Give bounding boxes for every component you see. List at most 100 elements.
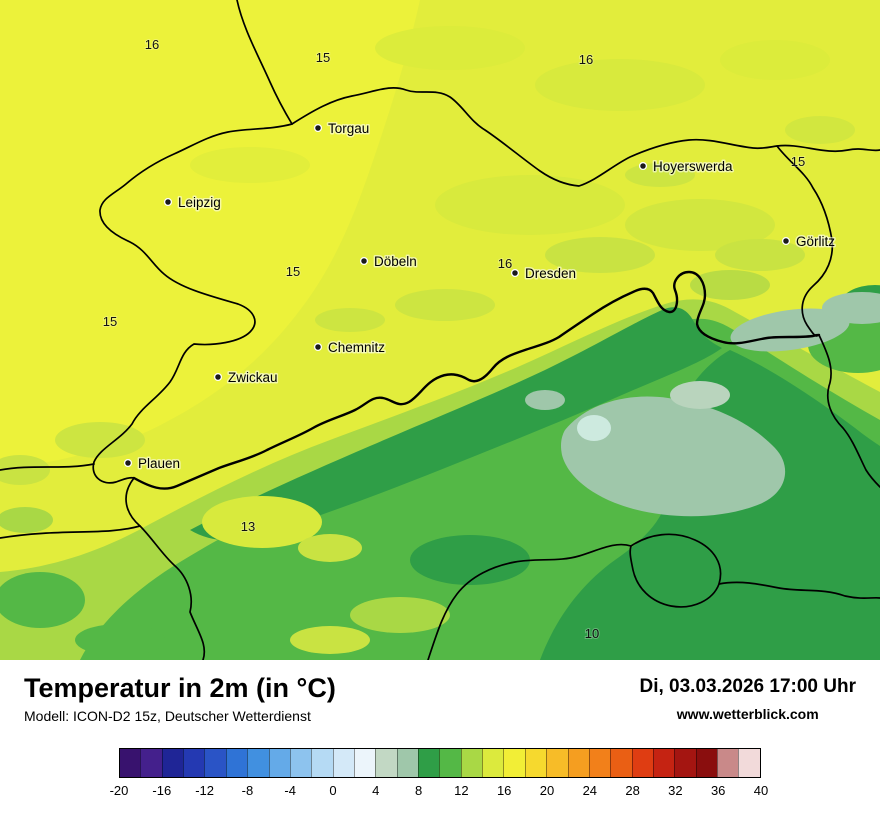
- legend-color-cell: [161, 749, 184, 778]
- forecast-datetime: Di, 03.03.2026 17:00 Uhr: [639, 676, 856, 697]
- legend-color-cell: [311, 749, 333, 778]
- temperature-value-label: 10: [585, 626, 599, 641]
- city-label: Leipzig: [178, 195, 221, 210]
- legend-color-cell: [567, 749, 589, 778]
- border-path: [629, 533, 722, 608]
- temperature-value-label: 15: [286, 264, 300, 279]
- border-path: [776, 145, 834, 337]
- datetime-block: Di, 03.03.2026 17:00 Uhr www.wetterblick…: [639, 672, 856, 722]
- city-marker-group: Hoyerswerda: [638, 158, 735, 176]
- city-marker-group: Leipzig: [163, 194, 222, 212]
- legend-tick-label: 24: [582, 783, 598, 799]
- city-dot: [213, 372, 223, 382]
- temperature-value-label: 15: [103, 314, 117, 329]
- city-label: Döbeln: [374, 254, 417, 269]
- legend-color-cell: [738, 749, 760, 778]
- legend-color-cell: [652, 749, 675, 778]
- page-title: Temperatur in 2m (in °C): [24, 673, 336, 703]
- border-path: [92, 123, 293, 484]
- city-label: Zwickau: [228, 370, 278, 385]
- legend-tick-label: -12: [195, 783, 214, 799]
- legend-tick-label: 40: [753, 783, 769, 799]
- border-path: [718, 581, 880, 599]
- legend-color-cell: [546, 749, 568, 778]
- legend-tick-labels: -20 -16 -12 -8 -4 0 4 8 12 16 20 24 28 32 36 40: [110, 783, 769, 801]
- city-label: Torgau: [328, 121, 369, 136]
- city-marker-group: Torgau: [313, 120, 371, 138]
- legend-color-cell: [695, 749, 718, 778]
- legend-tick-label: 20: [539, 783, 555, 799]
- legend-tick-label: 16: [496, 783, 512, 799]
- border-lines: [0, 0, 880, 660]
- model-info: Modell: ICON-D2 15z, Deutscher Wetterdie…: [24, 708, 311, 725]
- city-dot: [313, 123, 323, 133]
- legend-color-cell: [439, 749, 461, 778]
- city-marker-group: Zwickau: [213, 369, 279, 387]
- border-path: [125, 477, 206, 660]
- city-markers-layer: Torgau Hoyerswerda Leipzig Görlitz Döbeln Dre…: [123, 120, 837, 473]
- legend-color-cell: [674, 749, 696, 778]
- city-dot: [163, 197, 173, 207]
- border-path-czech: [132, 270, 821, 490]
- border-path: [427, 543, 632, 660]
- legend-tick-label: -20: [109, 783, 129, 799]
- city-label: Dresden: [525, 266, 576, 281]
- title-row: Temperatur in 2m (in °C) Modell: ICON-D2…: [0, 672, 880, 724]
- legend-color-cell: [183, 749, 205, 778]
- legend-tick-label: -16: [152, 783, 172, 799]
- legend-color-cell: [631, 749, 653, 778]
- legend-tick-label: 0: [329, 783, 337, 799]
- temperature-value-label: 16: [579, 52, 593, 67]
- legend-color-cell: [396, 749, 419, 778]
- temperature-value-label: 15: [316, 50, 330, 65]
- legend-color-cell: [588, 749, 611, 778]
- city-marker-group: Döbeln: [359, 253, 418, 271]
- legend-tick-label: 28: [625, 783, 640, 799]
- legend-tick-label: -4: [284, 783, 296, 799]
- temperature-value-label: 15: [791, 154, 805, 169]
- legend-tick-label: 36: [710, 783, 726, 799]
- city-dot: [638, 161, 648, 171]
- city-dot: [510, 268, 520, 278]
- border-path: [0, 463, 95, 471]
- temperature-value-label: 13: [241, 519, 255, 534]
- terrain-layer: [0, 26, 880, 660]
- legend-color-cell: [375, 749, 397, 778]
- temperature-labels-layer: 16 15 16 15 15 16 15 13 10: [102, 36, 806, 642]
- legend-color-cell: [503, 749, 525, 778]
- website-text: www.wetterblick.com: [676, 706, 819, 722]
- legend-color-cell: [418, 749, 440, 778]
- border-path: [236, 0, 293, 125]
- legend-color-cell: [332, 749, 354, 778]
- legend-color-cell: [524, 749, 547, 778]
- legend-color-cell: [268, 749, 290, 778]
- legend-color-cell: [717, 749, 739, 778]
- border-path: [818, 334, 880, 488]
- legend-color-bar: [119, 748, 761, 779]
- temperature-value-label: 16: [145, 37, 159, 52]
- city-marker-group: Görlitz: [781, 233, 837, 251]
- city-marker-group: Plauen: [123, 455, 182, 473]
- title-block: Temperatur in 2m (in °C) Modell: ICON-D2…: [24, 672, 336, 724]
- info-footer: Temperatur in 2m (in °C) Modell: ICON-D2…: [0, 660, 880, 830]
- city-label: Plauen: [138, 456, 180, 471]
- city-dot: [359, 256, 369, 266]
- legend-tick-label: 12: [454, 783, 469, 799]
- city-marker-group: Dresden: [510, 265, 578, 283]
- legend-color-cell: [204, 749, 226, 778]
- legend-color-cell: [225, 749, 248, 778]
- legend-color-cell: [460, 749, 483, 778]
- legend-color-cell: [140, 749, 162, 778]
- legend-color-cell: [120, 749, 141, 778]
- temperature-legend: -20 -16 -12 -8 -4 0 4 8 12 16 20 24 28 32 36 40: [110, 748, 769, 801]
- city-label: Chemnitz: [328, 340, 385, 355]
- city-dot: [781, 236, 791, 246]
- legend-tick-label: -8: [241, 783, 254, 799]
- legend-color-cell: [289, 749, 312, 778]
- weather-map: 16 15 16 15 15 16 15 13 10 Torgau Hoyerswerda Leip…: [0, 0, 880, 660]
- legend-color-cell: [482, 749, 504, 778]
- legend-color-cell: [610, 749, 632, 778]
- city-label: Görlitz: [796, 234, 835, 249]
- legend-color-cell: [353, 749, 376, 778]
- legend-tick-label: 32: [668, 783, 683, 799]
